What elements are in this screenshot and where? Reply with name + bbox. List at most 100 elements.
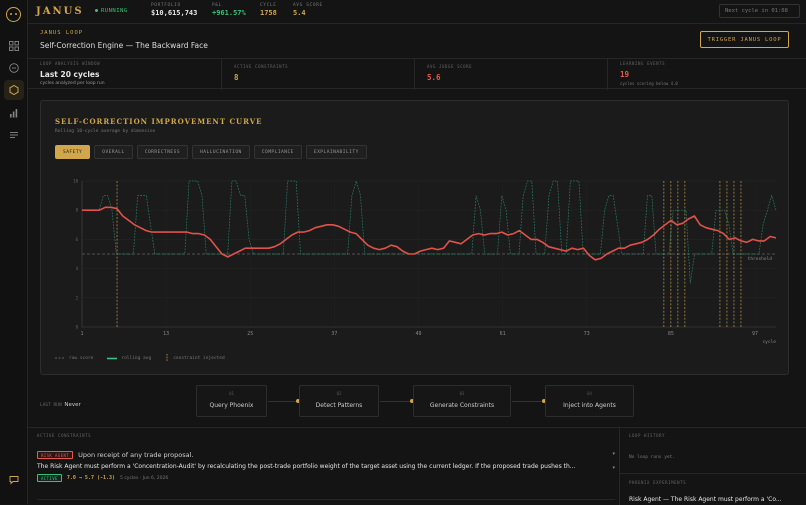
top-bar: JANUS RUNNING PORTFOLIO $10,615,743 P&L … xyxy=(28,0,806,24)
metric-learning-events: LEARNING EVENTS 19 cycles scoring below … xyxy=(608,59,806,90)
loop-history-empty: No loop runs yet. xyxy=(629,455,676,460)
status-indicator: RUNNING xyxy=(95,8,128,14)
metric-value: 19 xyxy=(620,70,630,79)
connector-dot-icon xyxy=(542,399,546,403)
tab-safety[interactable]: SAFETY xyxy=(55,145,91,159)
legend-rolling-label: rolling avg xyxy=(121,355,152,361)
flow-step-generate-constraints: 03 Generate Constraints xyxy=(413,385,511,417)
chevron-down-icon[interactable]: ▾ xyxy=(612,465,615,471)
metric-value: Last 20 cycles xyxy=(40,70,100,79)
bar-chart-icon[interactable] xyxy=(4,103,24,123)
divider xyxy=(620,473,806,474)
stat-value: $10,615,743 xyxy=(151,9,198,17)
chat-icon[interactable] xyxy=(4,470,24,490)
flow-step-inject-agents: 04 Inject into Agents xyxy=(545,385,634,417)
step-label: Generate Constraints xyxy=(429,402,495,409)
brand-title: JANUS xyxy=(36,6,84,17)
improvement-chart: 0 2 4 6 8 10 1 13 25 37 49 61 73 85 97 cycle threshold xyxy=(73,179,777,345)
bottom-section: ACTIVE CONSTRAINTS RISK AGENT Upon recei… xyxy=(28,427,806,505)
constraint-trigger: Upon receipt of any trade proposal. xyxy=(78,451,194,459)
stat-label: CYCLE xyxy=(260,3,277,8)
loop-title: Self-Correction Engine — The Backward Fa… xyxy=(40,41,208,50)
tab-explainability[interactable]: EXPLAINABILITY xyxy=(305,145,367,159)
tab-hallucination[interactable]: HALLUCINATION xyxy=(192,145,250,159)
legend-constraint-label: constraint injected xyxy=(173,355,225,361)
chevron-down-icon[interactable]: ▾ xyxy=(612,451,615,457)
grid-icon[interactable] xyxy=(4,36,24,56)
x-tick-label: 49 xyxy=(415,331,421,337)
ring-icon[interactable] xyxy=(4,58,24,78)
constraints-label: ACTIVE CONSTRAINTS xyxy=(37,433,92,438)
constraint-item[interactable]: RISK AGENT Upon receipt of any trade pro… xyxy=(37,451,615,491)
stat-label: AVG SCORE xyxy=(293,3,323,8)
x-tick-label: 85 xyxy=(668,331,674,337)
metric-label: ACTIVE CONSTRAINTS xyxy=(234,64,289,69)
trigger-janus-loop-button[interactable]: TRIGGER JANUS LOOP xyxy=(700,31,789,48)
janus-logo-icon xyxy=(6,7,21,22)
curve-title: SELF-CORRECTION IMPROVEMENT CURVE xyxy=(55,117,263,126)
step-label: Inject into Agents xyxy=(563,402,616,409)
last-run-label: LAST RUN xyxy=(40,403,62,408)
chart-legend: raw score rolling avg constraint injecte… xyxy=(55,354,225,362)
divider xyxy=(37,499,615,500)
score-change: 7.0 → 5.7 (-1.3) xyxy=(66,475,116,481)
x-tick-label: 61 xyxy=(500,331,506,337)
flow-connector xyxy=(512,399,546,403)
hexagon-icon[interactable] xyxy=(4,80,24,100)
metric-value: 5.6 xyxy=(427,73,441,82)
connector-dot-icon xyxy=(410,399,414,403)
phoenix-label: PHOENIX EXPERIMENTS xyxy=(629,480,687,485)
step-number: 04 xyxy=(587,391,592,396)
y-tick-label: 8 xyxy=(76,208,79,213)
metric-avg-judge: AVG JUDGE SCORE 5.6 xyxy=(415,59,608,90)
stat-label: PORTFOLIO xyxy=(151,3,181,8)
stat-value: +961.57% xyxy=(212,9,246,17)
list-icon[interactable] xyxy=(4,125,24,145)
dimension-tabs: SAFETY OVERALL CORRECTNESS HALLUCINATION… xyxy=(55,145,367,159)
metric-sub: cycles analyzed per loop run xyxy=(40,81,105,86)
loop-tag: JANUS LOOP xyxy=(40,30,84,36)
last-run: LAST RUN Never xyxy=(40,402,81,408)
side-column: LOOP HISTORY No loop runs yet. PHOENIX E… xyxy=(620,428,806,505)
y-tick-label: 0 xyxy=(76,325,79,330)
flow-connector xyxy=(268,399,300,403)
tab-compliance[interactable]: COMPLIANCE xyxy=(253,145,302,159)
legend-raw-label: raw score xyxy=(69,355,94,361)
next-cycle-timer: Next cycle in 01:08 xyxy=(719,4,800,18)
x-tick-label: 25 xyxy=(247,331,253,337)
flow-connector xyxy=(380,399,414,403)
stat-cycle: CYCLE 1758 xyxy=(260,3,277,17)
y-tick-label: 10 xyxy=(73,179,78,184)
metric-sub: cycles scoring below 4.0 xyxy=(620,81,678,86)
loop-flow: LAST RUN Never 01 Query Phoenix 02 Detec… xyxy=(28,382,806,432)
loop-history-label: LOOP HISTORY xyxy=(629,433,666,438)
flow-step-detect-patterns: 02 Detect Patterns xyxy=(299,385,379,417)
main-content: JANUS LOOP Self-Correction Engine — The … xyxy=(28,25,806,505)
threshold-label: threshold xyxy=(748,256,773,262)
status-dot-icon xyxy=(95,9,98,12)
metric-value: 8 xyxy=(234,73,239,82)
y-tick-label: 4 xyxy=(76,266,79,271)
stat-portfolio: PORTFOLIO $10,615,743 xyxy=(151,3,197,17)
legend-constraint: constraint injected xyxy=(165,354,225,362)
metric-active-constraints: ACTIVE CONSTRAINTS 8 xyxy=(222,59,415,90)
tab-correctness[interactable]: CORRECTNESS xyxy=(136,145,189,159)
metric-window: LOOP ANALYSIS WINDOW Last 20 cycles cycl… xyxy=(28,59,222,90)
step-label: Query Phoenix xyxy=(209,402,254,409)
agent-badge: RISK AGENT xyxy=(37,451,74,459)
phoenix-item[interactable]: Risk Agent — The Risk Agent must perform… xyxy=(629,496,782,503)
improvement-curve-panel: SELF-CORRECTION IMPROVEMENT CURVE Rollin… xyxy=(40,100,789,375)
metric-label: AVG JUDGE SCORE xyxy=(427,64,473,69)
x-tick-label: 1 xyxy=(80,331,83,337)
legend-rolling: rolling avg xyxy=(107,354,151,362)
y-tick-label: 2 xyxy=(76,295,79,300)
metrics-row: LOOP ANALYSIS WINDOW Last 20 cycles cycl… xyxy=(28,58,806,90)
loop-header: JANUS LOOP Self-Correction Engine — The … xyxy=(28,25,806,58)
tab-overall[interactable]: OVERALL xyxy=(94,145,133,159)
stat-label: P&L xyxy=(212,3,222,8)
status-text: RUNNING xyxy=(101,8,128,14)
step-number: 03 xyxy=(459,391,465,396)
x-axis-label: cycle xyxy=(762,339,776,345)
step-label: Detect Patterns xyxy=(315,402,363,409)
active-constraints-list: ACTIVE CONSTRAINTS RISK AGENT Upon recei… xyxy=(28,428,620,505)
